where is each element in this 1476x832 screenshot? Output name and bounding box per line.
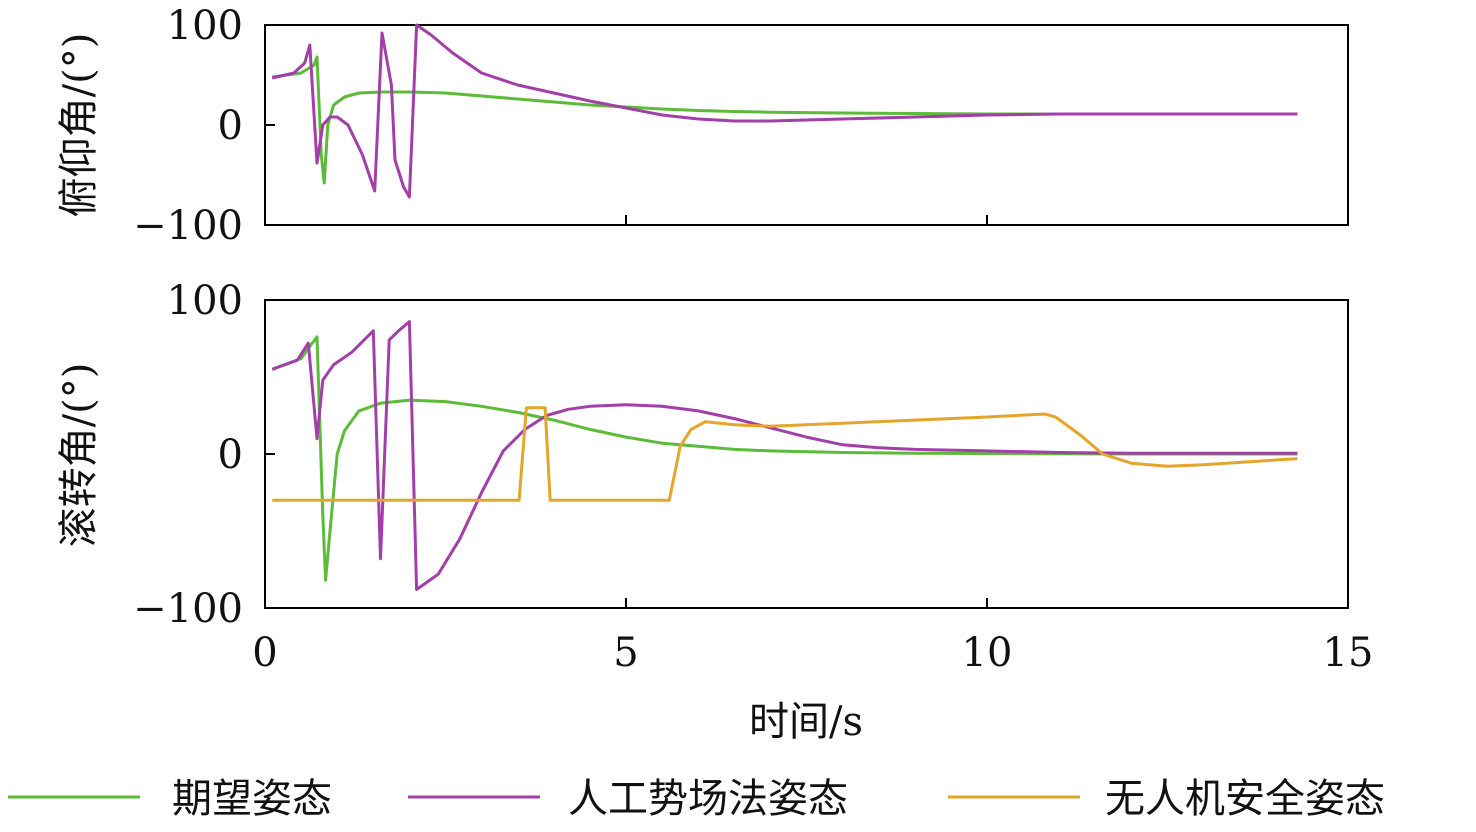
series-line	[271, 55, 1298, 185]
series-line	[271, 23, 1298, 199]
series-line	[272, 406, 1298, 502]
y-tick-label: 100	[167, 3, 243, 49]
y-tick-label: 0	[218, 103, 243, 149]
x-tick-label: 15	[1323, 630, 1374, 676]
legend: 期望姿态 人工势场法姿态 无人机安全姿态	[8, 776, 1385, 822]
time-axis-title: 时间/s	[749, 699, 863, 745]
x-tick-label: 5	[613, 630, 638, 676]
legend-label-desired: 期望姿态	[172, 776, 332, 822]
legend-label-apf: 人工势场法姿态	[568, 776, 848, 822]
roll-x-ticks: 0 5 10 15	[252, 598, 1373, 676]
y-tick-label: 100	[167, 278, 243, 324]
pitch-axis-title: 俯仰角/(°)	[56, 33, 102, 218]
roll-axis-title: 滚转角/(°)	[56, 363, 102, 548]
series-line	[271, 335, 1298, 582]
y-tick-label: −100	[133, 203, 243, 249]
pitch-panel: 100 0 −100 俯仰角/(°)	[56, 3, 1349, 249]
pitch-x-ticks	[625, 215, 988, 225]
roll-y-ticks: 100 0 −100	[133, 278, 275, 632]
roll-series-group	[271, 320, 1298, 591]
y-tick-label: −100	[133, 586, 243, 632]
series-line	[271, 320, 1298, 591]
pitch-y-ticks: 100 0 −100	[133, 3, 275, 249]
legend-label-safe: 无人机安全姿态	[1105, 776, 1385, 822]
pitch-plot-frame	[264, 24, 1349, 226]
x-tick-label: 0	[252, 630, 277, 676]
y-tick-label: 0	[218, 432, 243, 478]
x-tick-label: 10	[962, 630, 1013, 676]
pitch-series-group	[271, 23, 1298, 199]
